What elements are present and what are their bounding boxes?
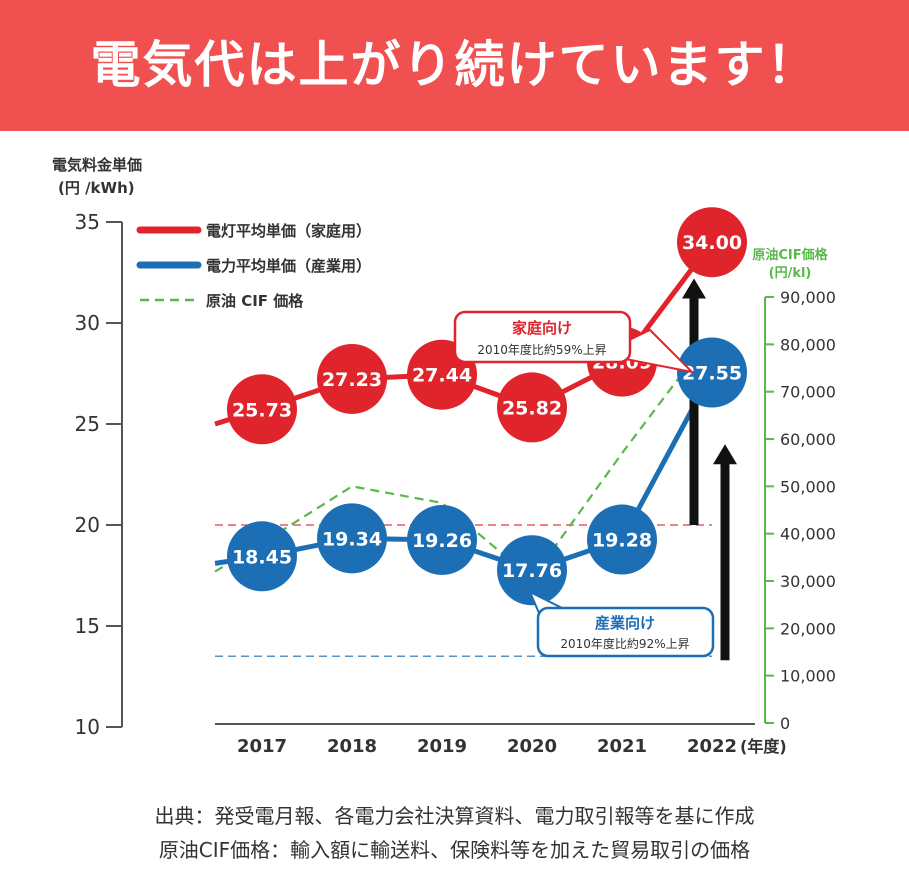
data-label-industrial: 19.34 — [322, 528, 382, 550]
data-point-industrial — [407, 504, 477, 575]
data-point-household — [227, 374, 297, 445]
data-point-industrial — [317, 503, 387, 574]
right-axis-tick-label: 10,000 — [780, 667, 836, 686]
data-label-household: 34.00 — [682, 232, 742, 254]
arrow-industrial-increase-head — [713, 444, 737, 465]
left-axis-tick-label: 35 — [75, 210, 100, 234]
right-axis-tick-label: 30,000 — [780, 572, 836, 591]
cif-note: 原油CIF価格：輸入額に輸送料、保険料等を加えた貿易取引の価格 — [158, 838, 751, 862]
right-axis-unit: (円/kl) — [769, 266, 812, 281]
legend-label-industrial: 電力平均単価（産業用） — [206, 257, 371, 275]
left-axis-tick-label: 20 — [75, 513, 100, 537]
callout-household-box — [453, 310, 632, 364]
callout-household-text: 2010年度比約59%上昇 — [477, 342, 606, 357]
x-axis-tick-label: 2019 — [417, 736, 467, 757]
legend-label-cif: 原油 CIF 価格 — [206, 292, 304, 310]
data-label-industrial: 18.45 — [232, 546, 292, 568]
data-label-industrial: 19.26 — [412, 530, 472, 552]
legend-label-household: 電灯平均単価（家庭用） — [206, 222, 371, 240]
right-axis-tick-label: 80,000 — [780, 335, 836, 354]
left-axis-tick-label: 30 — [75, 311, 100, 335]
x-axis-tick-label: 2021 — [597, 736, 647, 757]
data-label-household: 27.23 — [322, 369, 382, 391]
data-point-industrial — [227, 521, 297, 592]
callout-industrial-title: 産業向け — [595, 614, 655, 632]
callout-industrial-text: 2010年度比約92%上昇 — [560, 636, 689, 651]
left-axis-tick-label: 15 — [75, 614, 100, 638]
data-label-household: 27.44 — [412, 365, 472, 387]
source-note: 出典：発受電月報、各電力会社決算資料、電力取引報等を基に作成 — [154, 804, 755, 828]
right-axis-tick-label: 90,000 — [780, 288, 836, 307]
data-label-industrial: 27.55 — [682, 362, 742, 384]
data-point-household — [317, 343, 387, 414]
left-axis-unit: (円 /kWh) — [58, 179, 135, 197]
callout-industrial-box — [536, 606, 715, 658]
data-point-industrial — [587, 504, 657, 575]
right-axis-tick-label: 0 — [780, 714, 790, 733]
callout-household-title: 家庭向け — [512, 319, 572, 337]
right-axis-tick-label: 50,000 — [780, 477, 836, 496]
right-axis-tick-label: 60,000 — [780, 430, 836, 449]
data-point-household — [497, 372, 567, 443]
x-axis-unit: (年度) — [740, 737, 787, 756]
left-axis-tick-label: 25 — [75, 412, 100, 436]
data-label-industrial: 17.76 — [502, 560, 562, 582]
data-label-industrial: 19.28 — [592, 530, 652, 552]
right-axis-tick-label: 40,000 — [780, 525, 836, 544]
data-point-industrial — [677, 337, 747, 408]
x-axis-tick-label: 2020 — [507, 736, 557, 757]
data-point-industrial — [497, 535, 567, 606]
left-axis-tick-label: 10 — [75, 715, 100, 739]
arrow-household-increase-head — [682, 278, 706, 299]
x-axis-tick-label: 2017 — [237, 736, 287, 757]
x-axis-tick-label: 2018 — [327, 736, 377, 757]
left-axis-title: 電気料金単価 — [52, 156, 142, 174]
data-point-household — [677, 207, 747, 278]
right-axis-title: 原油CIF価格 — [752, 247, 828, 263]
electricity-price-chart: 電気料金単価 (円 /kWh) 10 15 20 25 30 35 2017 2018 2019 20… — [52, 156, 836, 757]
data-label-household: 25.82 — [502, 397, 562, 419]
data-label-household: 25.73 — [232, 399, 292, 421]
right-axis-tick-label: 20,000 — [780, 619, 836, 638]
page-title: 電気代は上がり続けています！ — [90, 36, 819, 94]
header-banner: 電気代は上がり続けています！ — [0, 0, 909, 131]
x-axis-tick-label: 2022 — [687, 736, 737, 757]
right-axis-tick-label: 70,000 — [780, 383, 836, 402]
